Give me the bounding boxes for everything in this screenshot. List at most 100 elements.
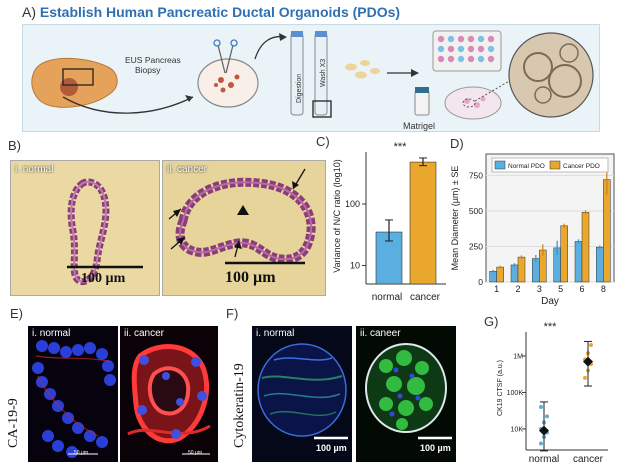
xtick-d-5: 5 [558, 284, 563, 294]
panel-f-letter: F) [226, 306, 239, 321]
bar-d-cancer-6 [581, 212, 590, 283]
ytick-d-500: 500 [469, 206, 483, 216]
matrigel-vial [414, 90, 430, 116]
cancer-label-f: ii. caneer [360, 328, 401, 339]
culture-dish [444, 86, 502, 120]
ytick-d-0: 0 [478, 277, 483, 287]
grid-d [486, 174, 614, 283]
cancer-label-e: ii. cancer [124, 328, 165, 339]
side-label-e: CA-19-9 [6, 398, 21, 448]
wash-label: Wash X3 [320, 59, 327, 87]
panel-a-title: A) Establish Human Pancreatic Ductal Org… [22, 4, 400, 20]
ck19-normal-stain [257, 343, 348, 440]
bar-d-normal-8 [596, 246, 604, 283]
ytick-d-750: 750 [469, 170, 483, 180]
point-g-normal [545, 414, 549, 419]
he-stain-cancer [168, 168, 316, 265]
point-g-normal [539, 404, 543, 409]
panel-e-cancer-image: ii. cancer 50 µm [120, 326, 218, 462]
xtick-d-3: 3 [537, 284, 542, 294]
normal-label-e: i. normal [32, 328, 71, 339]
panel-f-normal-image: i. normal 100 µm [252, 326, 352, 462]
bar-d-normal-2 [510, 264, 519, 283]
matrigel-label: Matrigel [403, 121, 435, 131]
panel-g-letter: G) [484, 314, 499, 329]
mean-marker-g-cancer [583, 356, 593, 367]
ytick-g-1m: 1M [513, 353, 523, 360]
ytick-c-10: 10 [350, 260, 360, 270]
xtick-c-cancer: cancer [410, 292, 441, 303]
scale-text-normal-e: 50 µm [74, 450, 88, 456]
point-g-normal [539, 441, 543, 446]
xtick-g-cancer: cancer [573, 454, 604, 465]
xtick-d-8: 8 [601, 284, 606, 294]
biopsy-box [62, 68, 94, 86]
xlabel-d: Day [541, 296, 559, 307]
ck19-cancer-stain [365, 343, 452, 440]
scale-text-cancer-e: 50 µm [188, 450, 202, 456]
eus-label-1: EUS Pancreas [125, 55, 181, 65]
cancer-label-b: ii. cancer [167, 164, 208, 175]
arrow-to-dish [62, 96, 194, 114]
panel-a-letter: A) [22, 4, 36, 20]
panel-b-normal-image: i. normal 100 µm [10, 160, 160, 296]
bar-d-cancer-1 [496, 266, 504, 283]
xticks-d: 1 2 3 5 6 8 [494, 284, 606, 294]
xtick-d-2: 2 [515, 284, 520, 294]
panel-a-title-text: Establish Human Pancreatic Ductal Organo… [39, 4, 401, 20]
digestion-label: Digestion [296, 74, 303, 103]
bars-d [489, 163, 611, 283]
bar-d-normal-6 [574, 241, 583, 283]
bar-d-normal-1 [489, 271, 497, 283]
significance-g: *** [544, 321, 558, 333]
scissors-icon [217, 44, 226, 74]
point-g-cancer [583, 375, 587, 380]
scatter-g [539, 340, 593, 452]
yticks-d: 0 250 500 750 [469, 170, 483, 287]
tumor-spot [60, 78, 78, 96]
ylabel-g: CK19 CTSF (a.u.) [497, 360, 504, 416]
plot-area-d [485, 153, 615, 283]
panel-b-letter: B) [8, 138, 21, 153]
panel-f-cancer-image: ii. caneer 100 µm [356, 326, 456, 462]
legend-swatch-normal [494, 160, 506, 170]
panel-c-chart: *** Variance of N/C ratio (log10) 10 100… [332, 141, 446, 303]
panel-b-cancer-image: ii. cancer 100 µm [162, 160, 326, 296]
ytick-d-250: 250 [469, 241, 483, 251]
bar-d-cancer-5 [560, 225, 568, 283]
arrowhead-marker [237, 205, 249, 215]
normal-label-f: i. normal [256, 328, 295, 339]
eus-label-2: Biopsy [135, 65, 161, 75]
scale-text-normal-f: 100 µm [316, 443, 347, 453]
panel-d-letter: D) [450, 136, 464, 151]
ca199-normal-stain [32, 340, 116, 458]
ytick-g-10k: 10K [511, 426, 524, 433]
xtick-c-normal: normal [372, 292, 403, 303]
ca199-cancer-stain [127, 344, 211, 455]
ylabel-d: Mean Diameter (µm) ± SE [450, 166, 460, 271]
bar-c-cancer [409, 161, 437, 285]
scale-text-cancer-b: 100 µm [225, 269, 276, 286]
workflow-diagram: EUS Pancreas Biopsy Digestion Wash X3 [31, 30, 594, 131]
panel-c-letter: C) [316, 134, 330, 149]
legend-swatch-cancer [549, 160, 561, 170]
legend-normal: Normal PDO [508, 163, 545, 170]
plate-wells [437, 35, 495, 63]
scale-text-normal-b: 100 µm [81, 271, 126, 286]
panel-g-chart: *** CK19 CTSF (a.u.) 10K 100K 1M normal … [497, 321, 608, 465]
ytick-c-100: 100 [345, 199, 360, 209]
panel-a-workflow: EUS Pancreas Biopsy Digestion Wash X3 [22, 24, 600, 132]
petri-dish [197, 58, 259, 108]
significance-c: *** [394, 141, 408, 153]
scale-text-cancer-f: 100 µm [420, 443, 451, 453]
he-stain-normal [67, 178, 143, 286]
ylabel-c: Variance of N/C ratio (log10) [332, 159, 342, 272]
normal-label-b: i. normal [15, 164, 54, 175]
bar-d-cancer-2 [517, 256, 526, 283]
xtick-g-normal: normal [529, 454, 560, 465]
xtick-d-6: 6 [579, 284, 584, 294]
legend-cancer: Cancer PDO [563, 163, 600, 170]
ytick-g-100k: 100K [507, 390, 524, 397]
panel-e-letter: E) [10, 306, 23, 321]
point-g-cancer [589, 342, 593, 347]
